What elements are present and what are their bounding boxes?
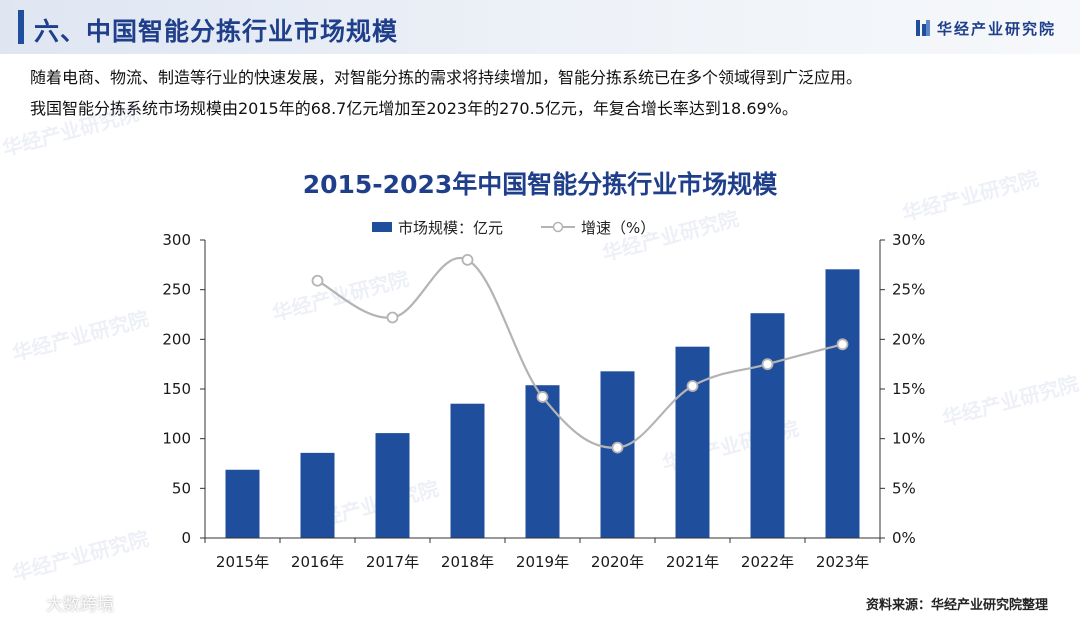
x-axis-tick-label: 2019年 [516,553,569,571]
legend-item-line: 增速（%） [541,217,655,238]
right-axis-tick-label: 0% [892,529,916,547]
bar [675,346,710,538]
right-axis-tick-label: 5% [892,479,916,497]
legend-line-swatch [541,221,576,233]
left-axis-tick-label: 200 [162,330,191,348]
x-axis-tick-label: 2020年 [591,553,644,571]
x-axis-tick-label: 2016年 [291,553,344,571]
source-note: 资料来源：华经产业研究院整理 [865,598,1048,613]
left-axis-tick-label: 150 [162,380,191,398]
brand-name: 华经产业研究院 [936,19,1056,38]
chart-legend: 市场规模：亿元 增速（%） [372,217,693,237]
growth-rate-line [316,256,843,449]
x-axis-tick-label: 2015年 [216,553,269,571]
x-axis-tick-label: 2018年 [441,553,494,571]
growth-rate-point [761,358,774,371]
page-title: 六、中国智能分拣行业市场规模 [34,17,399,46]
growth-rate-point [536,391,549,403]
left-axis-tick-label: 50 [172,479,191,497]
right-axis-tick-label: 10% [892,430,925,448]
right-axis-tick-label: 25% [892,281,925,299]
bar [300,452,335,538]
bar [600,371,635,538]
x-axis-tick-label: 2021年 [666,553,719,571]
legend-item-bar: 市场规模：亿元 [372,217,503,238]
corner-watermark: 大数跨境 [8,590,114,615]
legend-line-label: 增速（%） [581,218,656,237]
growth-rate-point [611,441,624,454]
chat-bubble-icon [9,593,41,612]
x-axis-tick-label: 2023年 [816,553,869,571]
title-banner: 六、中国智能分拣行业市场规模 华经产业研究院 [0,0,1080,54]
growth-rate-point [686,380,699,392]
growth-rate-point [311,274,324,287]
brand: 华经产业研究院 [915,17,1056,39]
bar [450,403,485,538]
x-axis-tick-label: 2022年 [741,553,794,571]
growth-rate-point [386,311,399,324]
right-axis-tick-label: 20% [892,330,925,348]
growth-rate-point [836,338,849,351]
corner-mark-text: 大数跨境 [46,595,114,615]
intro-line-2: 我国智能分拣系统市场规模由2015年的68.7亿元增加至2023年的270.5亿… [30,99,798,118]
legend-bar-swatch [372,222,392,232]
left-axis-tick-label: 250 [162,281,191,299]
bar [225,469,260,538]
intro-paragraph: 随着电商、物流、制造等行业的快速发展，对智能分拣的需求将持续增加，智能分拣系统已… [30,62,1060,124]
growth-rate-point [461,253,474,266]
bar [750,313,785,538]
bar [375,433,410,538]
right-axis-tick-label: 30% [892,231,925,249]
bar [525,385,560,538]
legend-bar-label: 市场规模：亿元 [398,218,504,237]
chart-title: 2015-2023年中国智能分拣行业市场规模 [302,170,778,199]
x-axis-tick-label: 2017年 [366,553,419,571]
right-axis-tick-label: 15% [892,380,925,398]
title-accent-bar [18,10,24,44]
left-axis-tick-label: 300 [162,231,191,249]
left-axis-tick-label: 0 [181,529,191,547]
intro-line-1: 随着电商、物流、制造等行业的快速发展，对智能分拣的需求将持续增加，智能分拣系统已… [30,68,863,87]
bar [825,269,860,538]
left-axis-tick-label: 100 [162,430,191,448]
brand-logo-icon [915,20,930,36]
